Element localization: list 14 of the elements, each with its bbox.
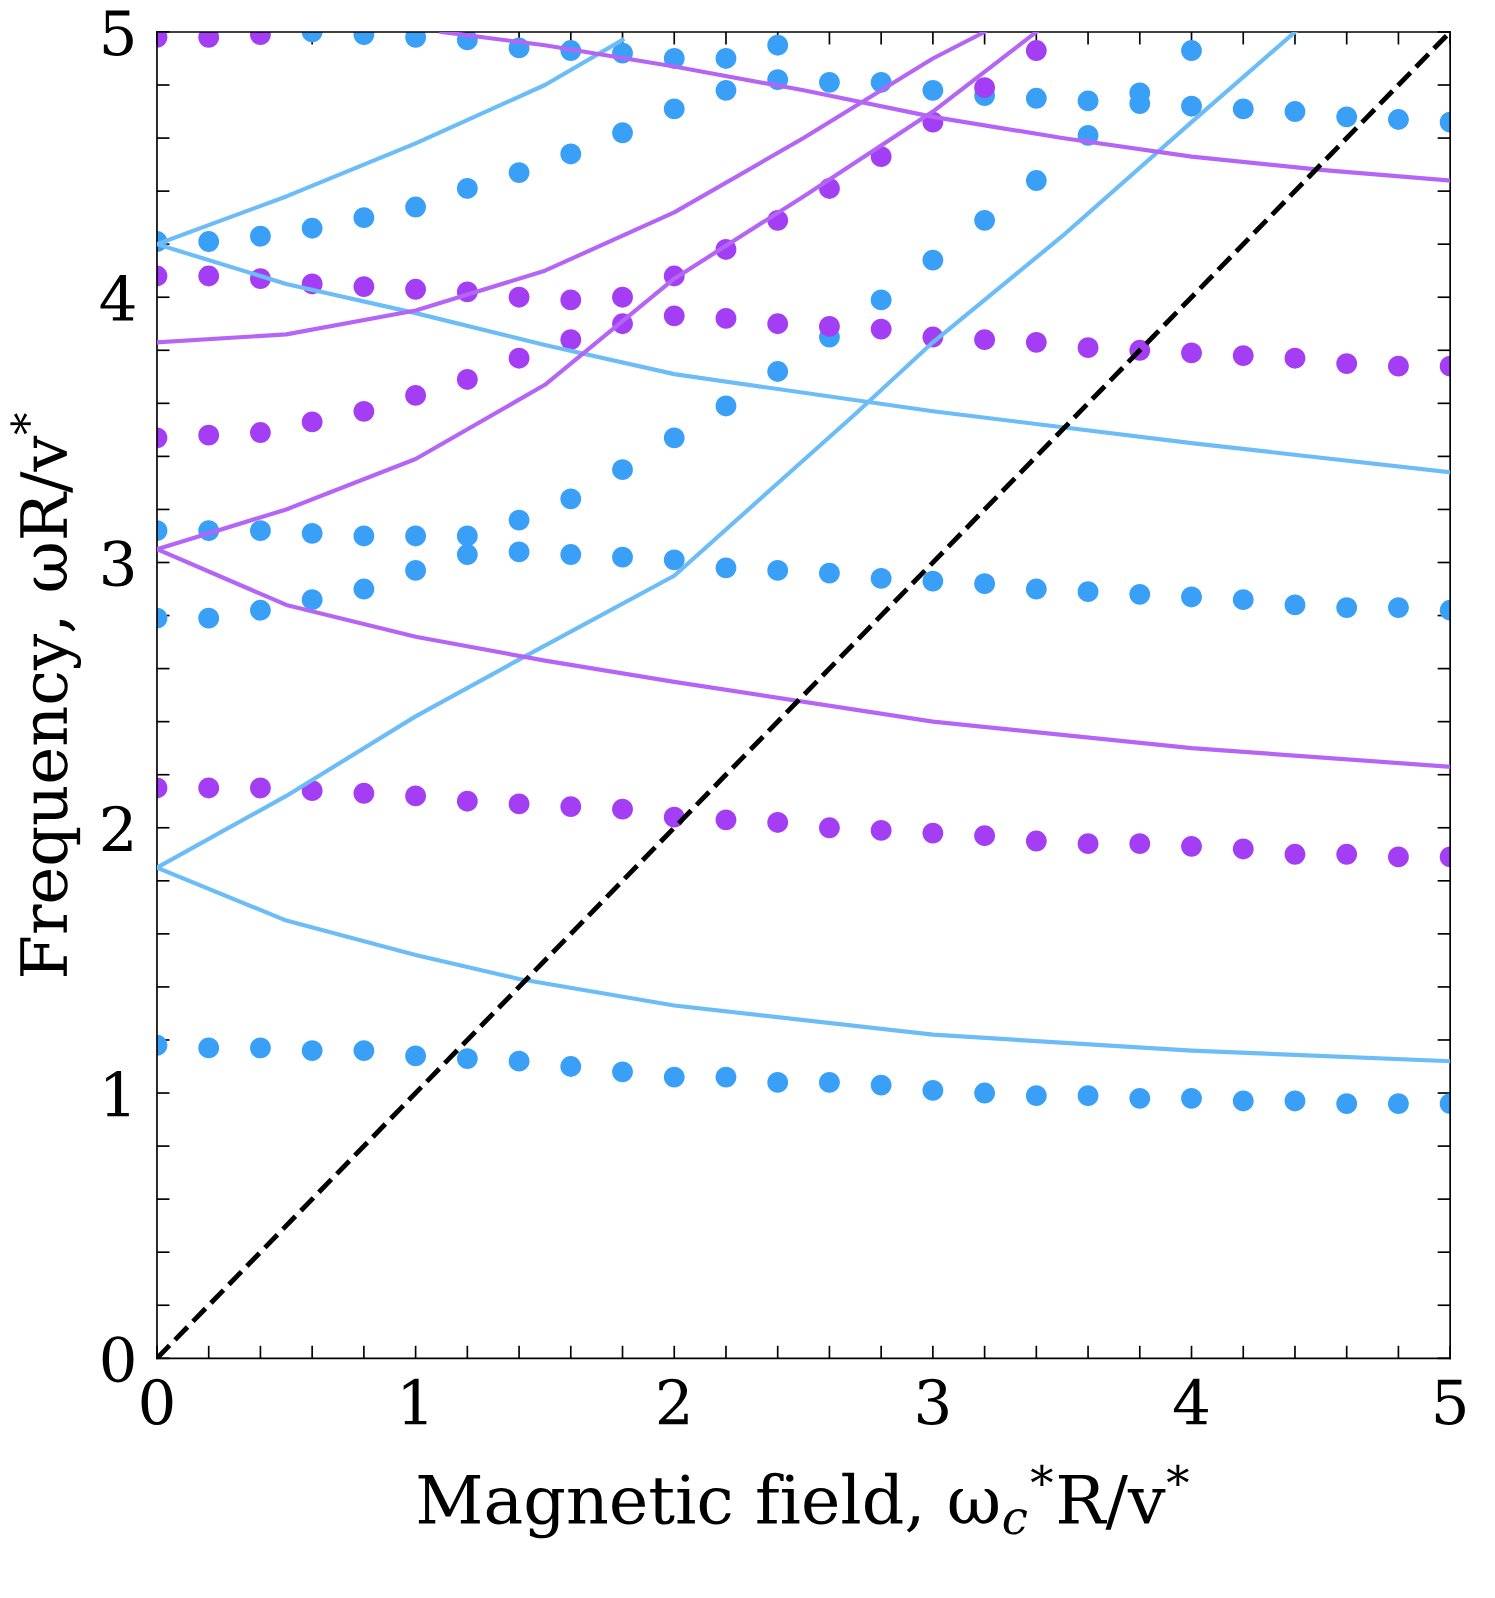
y-tick-label: 0 xyxy=(102,1336,134,1383)
y-tick-label: 2 xyxy=(102,805,132,851)
y-tick-label: 1 xyxy=(106,1070,129,1117)
x-tick-label: 2 xyxy=(658,1378,688,1425)
x-tick-label: 1 xyxy=(403,1378,427,1425)
y-axis-title: Frequency, ωR/v$^{*}$ xyxy=(10,413,82,976)
x-tick-label: 4 xyxy=(1173,1378,1208,1425)
x-tick-label: 5 xyxy=(1435,1379,1465,1426)
y-tick-label: 5 xyxy=(103,10,133,57)
x-axis-title: Magnetic field, ω$_{c}$$^{*}$R/v$^{*}$ xyxy=(418,1464,1189,1539)
x-tick-label: 0 xyxy=(141,1378,173,1426)
x-tick-label: 3 xyxy=(918,1378,948,1426)
y-tick-label: 3 xyxy=(103,540,133,587)
y-tick-label: 4 xyxy=(100,275,135,321)
